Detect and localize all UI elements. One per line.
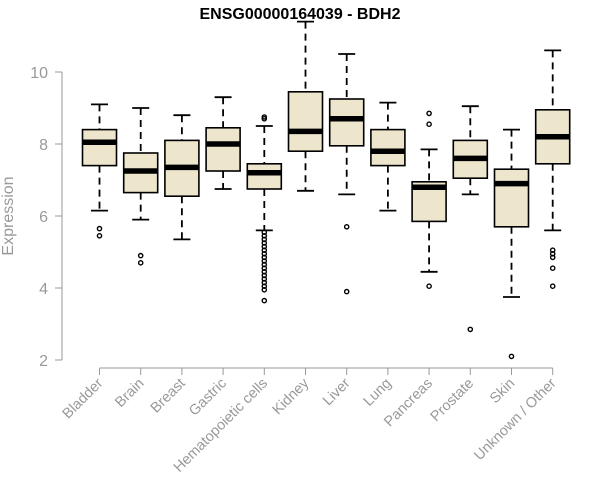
box-liver bbox=[328, 53, 365, 295]
x-tick-label: Liver bbox=[320, 375, 354, 409]
box-rect bbox=[370, 128, 406, 167]
box-hematopoietic-cells bbox=[246, 114, 283, 304]
box-rect bbox=[287, 91, 324, 153]
box-rect bbox=[246, 163, 283, 190]
box-skin bbox=[493, 128, 530, 360]
outlier-point bbox=[467, 326, 474, 333]
outlier-point bbox=[343, 223, 350, 230]
box-kidney bbox=[287, 20, 324, 192]
box-prostate bbox=[452, 105, 489, 333]
outlier-point bbox=[426, 121, 432, 127]
box-brain bbox=[122, 107, 159, 266]
y-axis-label: Expression bbox=[0, 176, 17, 255]
y-tick-label: 10 bbox=[30, 65, 48, 82]
box-unknown-other bbox=[534, 49, 571, 290]
outlier-point bbox=[426, 283, 432, 290]
x-tick-label: Bladder bbox=[60, 375, 107, 422]
y-tick-label: 8 bbox=[39, 137, 48, 154]
outlier-point bbox=[137, 259, 144, 266]
x-tick-label: Brain bbox=[112, 376, 147, 411]
x-tick-label: Kidney bbox=[270, 375, 313, 418]
box-rect bbox=[328, 98, 365, 147]
x-tick-label: Breast bbox=[148, 376, 189, 417]
outlier-point bbox=[549, 265, 556, 272]
outlier-point bbox=[343, 288, 350, 295]
box-rect bbox=[493, 168, 530, 228]
boxes-group bbox=[81, 20, 571, 360]
y-tick-label: 2 bbox=[39, 353, 48, 370]
chart-title: ENSG00000164039 - BDH2 bbox=[199, 6, 401, 23]
box-rect bbox=[205, 127, 241, 172]
y-tick-label: 6 bbox=[39, 209, 48, 226]
y-axis: 2 4 6 8 10 Expression bbox=[0, 65, 63, 370]
box-lung bbox=[370, 101, 406, 212]
y-tick-label: 4 bbox=[39, 281, 48, 298]
outlier-point bbox=[508, 353, 515, 360]
box-gastric bbox=[205, 96, 241, 190]
outlier-point bbox=[96, 225, 103, 232]
box-pancreas bbox=[411, 110, 447, 290]
outlier-point bbox=[96, 232, 103, 239]
box-bladder bbox=[81, 103, 118, 239]
outlier-point bbox=[137, 252, 144, 259]
outlier-point bbox=[261, 116, 268, 122]
x-tick-label: Prostate bbox=[428, 376, 477, 425]
outlier-point bbox=[261, 286, 268, 293]
outlier-point bbox=[549, 283, 556, 290]
box-rect bbox=[81, 128, 118, 167]
box-breast bbox=[164, 114, 200, 241]
outlier-point bbox=[426, 110, 432, 117]
outlier-point bbox=[261, 297, 268, 304]
x-tick-label: Skin bbox=[487, 376, 518, 407]
x-tick-label: Lung bbox=[361, 376, 395, 410]
outlier-point bbox=[549, 254, 556, 261]
